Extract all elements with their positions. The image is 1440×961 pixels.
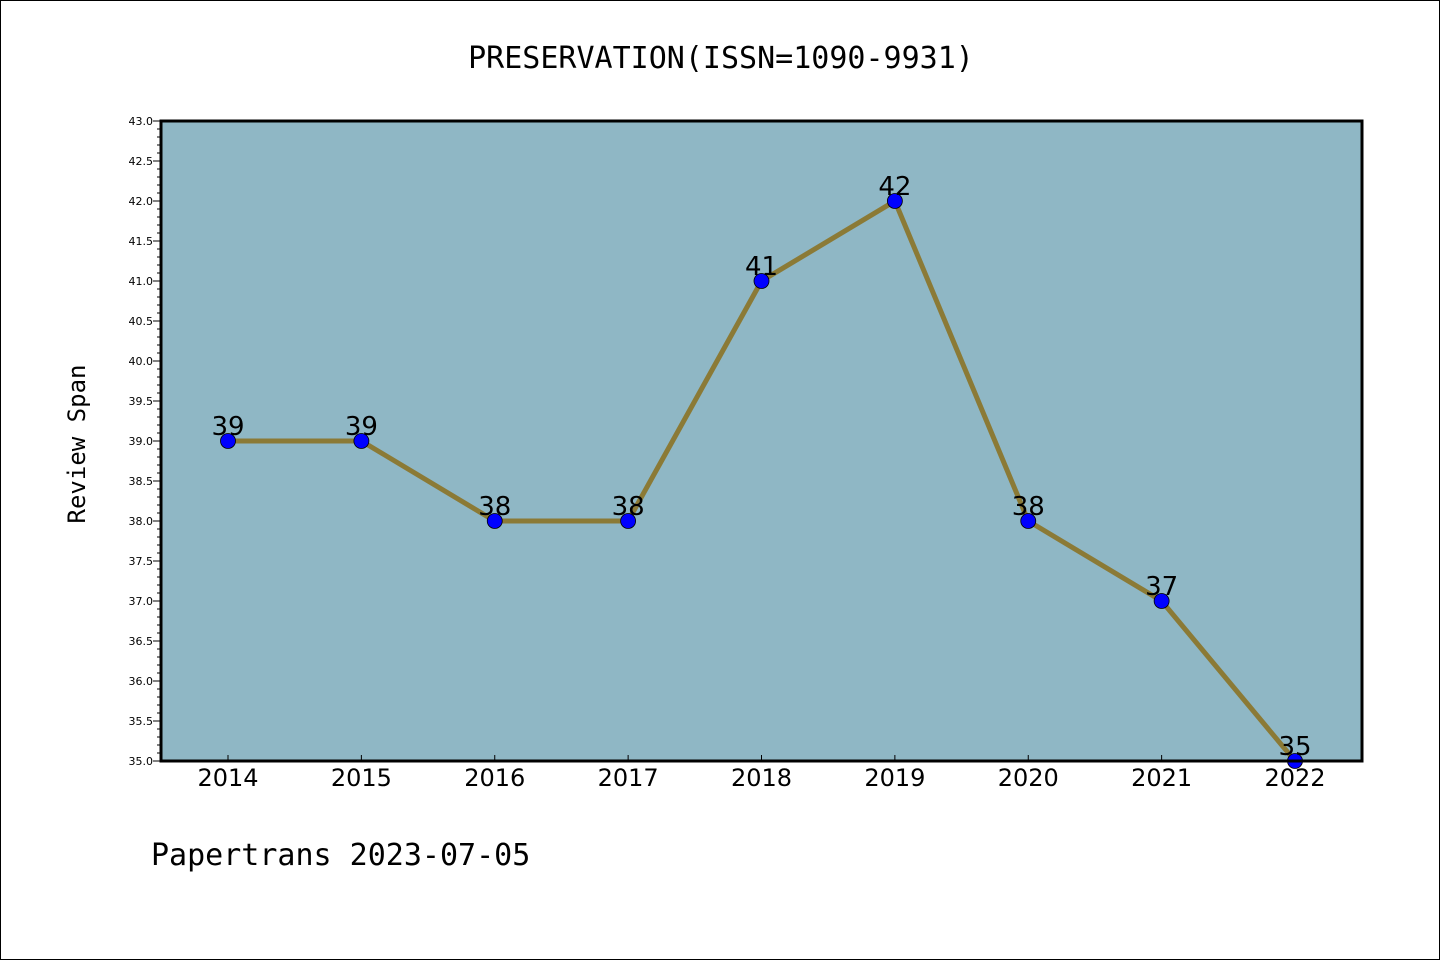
plot-border [159,119,1364,763]
data-label: 38 [478,492,511,522]
x-tick-label: 2015 [331,764,392,792]
y-tick-label: 36.5 [129,635,154,648]
data-label: 41 [745,252,778,282]
data-point [353,433,370,449]
y-axis-label: Review Span [63,365,91,524]
data-point [886,193,903,209]
y-tick-label: 35.5 [129,715,154,728]
data-point [620,513,637,529]
y-tick-label: 42.0 [129,195,154,208]
y-tick-label: 41.5 [129,235,154,248]
y-tick-label: 36.0 [129,675,154,688]
data-point [220,433,236,449]
y-tick-label: 39.5 [129,395,154,408]
y-tick-label: 43.0 [129,115,154,128]
x-tick-label: 2016 [464,764,525,792]
data-point [1020,513,1037,529]
x-tick-label: 2014 [197,764,258,792]
x-tick-label: 2019 [864,764,925,792]
y-tick-label: 41.0 [129,275,154,288]
data-label: 37 [1145,572,1178,602]
y-tick-label: 38.0 [129,515,154,528]
data-label: 38 [612,492,645,522]
data-point [753,273,770,289]
x-tick-label: 2020 [998,764,1059,792]
y-tick-label: 42.5 [129,155,154,168]
data-point [486,513,503,529]
data-label: 38 [1012,492,1045,522]
x-axis: 2014 2015 2016 2017 2018 2019 2020 2021 2022 [197,755,1326,792]
y-tick-label: 37.0 [129,595,154,608]
data-label: 39 [211,412,244,442]
data-label: 35 [1278,732,1311,762]
x-tick-label: 2021 [1131,764,1192,792]
y-tick-label: 39.0 [129,435,154,448]
data-label: 39 [345,412,378,442]
y-tick-label: 40.0 [129,355,154,368]
x-tick-label: 2018 [731,764,792,792]
y-tick-label: 38.5 [129,475,154,488]
series-markers [220,193,1303,769]
y-axis: 35.0 35.5 36.0 36.5 37.0 37.5 38.0 38.5 39.0 39.5… [129,115,161,768]
y-tick-label: 37.5 [129,555,154,568]
data-labels: 39 39 38 38 41 42 38 37 35 [211,172,1311,762]
data-point [1153,593,1170,609]
chart-title: PRESERVATION(ISSN=1090-9931) [468,41,974,76]
footer-text: Papertrans 2023-07-05 [151,838,530,873]
y-tick-label: 35.0 [129,755,154,768]
data-label: 42 [878,172,911,202]
x-tick-label: 2017 [598,764,659,792]
y-tick-label: 40.5 [129,315,154,328]
